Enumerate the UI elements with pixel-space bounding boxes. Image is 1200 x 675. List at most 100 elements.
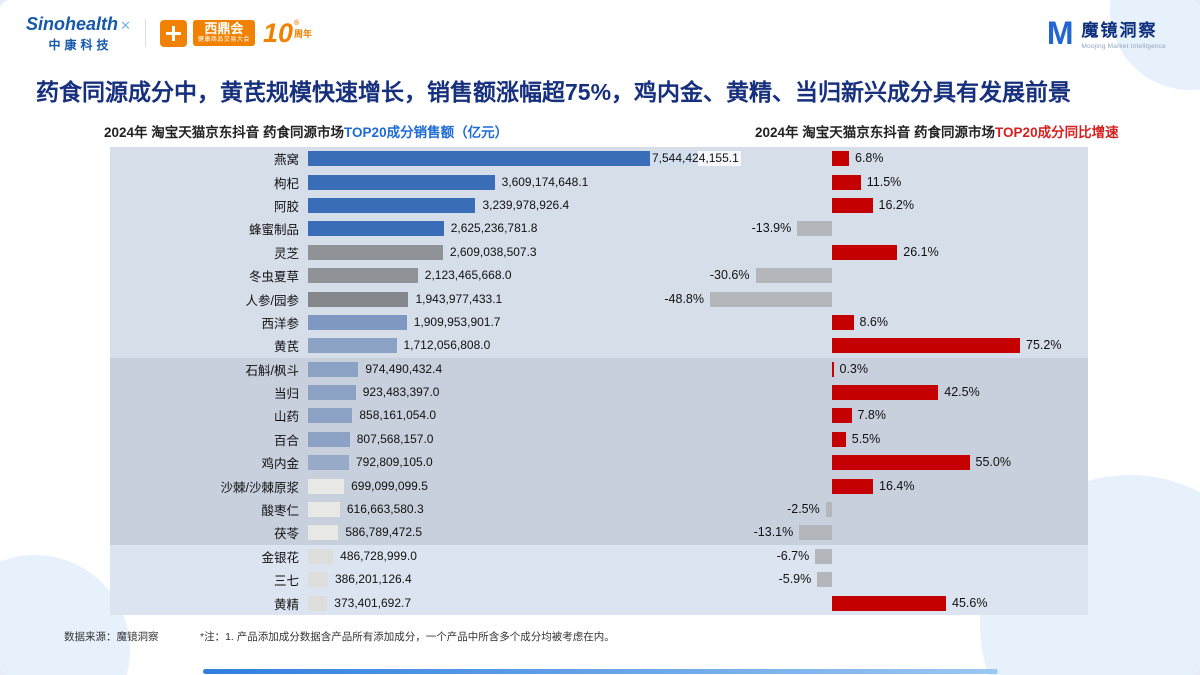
growth-bar: [815, 548, 832, 564]
sinohealth-wordmark: Sinohealth ✕: [26, 14, 131, 35]
moojing-m-icon: M: [1046, 15, 1074, 51]
growth-value: -13.9%: [751, 221, 792, 236]
growth-value: 75.2%: [1026, 338, 1062, 353]
bottom-accent-bar: [203, 669, 998, 674]
sales-bar-area: 386,201,126.4: [308, 568, 745, 591]
sales-bar-area: 3,239,978,926.4: [308, 194, 745, 217]
sinohealth-cn-label: 中康科技: [48, 37, 113, 52]
sales-value: 792,809,105.0: [355, 455, 433, 470]
growth-bar-area: -30.6%: [710, 264, 1088, 287]
sales-value: 3,239,978,926.4: [482, 197, 570, 212]
growth-value: 42.5%: [944, 385, 980, 400]
growth-bar-area: -13.9%: [745, 217, 1088, 240]
category-label: 酸枣仁: [261, 504, 299, 519]
sales-bar-area: 486,728,999.0: [308, 545, 745, 568]
growth-bar-area: -48.8%: [664, 287, 1088, 310]
growth-bar: [799, 525, 832, 541]
sales-bar-area: 923,483,397.0: [308, 381, 745, 404]
growth-bar: [825, 502, 832, 518]
growth-bar-area: -2.5%: [745, 498, 1088, 521]
chart-row: 枸杞 3,609,174,648.1 11.5%: [110, 170, 1088, 194]
sales-value: 7,544,424,155.1: [650, 151, 741, 167]
sales-bar: [308, 431, 350, 447]
chart-row: 石斛/枫斗 974,490,432.4 0.3%: [110, 357, 1088, 381]
registered-icon: ®: [293, 19, 300, 27]
right-chart-title-highlight: TOP20成分同比增速: [995, 125, 1119, 140]
sales-value: 858,161,054.0: [359, 408, 437, 423]
left-chart-title-plain: 2024年 淘宝天猫京东抖音 药食同源市场: [104, 125, 345, 140]
logo-divider: [144, 19, 146, 47]
sales-value: 2,625,236,781.8: [450, 221, 538, 236]
growth-bar-area: 55.0%: [745, 451, 1088, 474]
growth-bar: [817, 572, 832, 588]
category-label: 金银花: [261, 550, 299, 565]
growth-bar: [832, 385, 939, 401]
sales-value: 699,099,099.5: [351, 478, 428, 493]
category-label: 当归: [273, 387, 299, 402]
chart-row: 山药 858,161,054.0 7.8%: [110, 404, 1088, 428]
sales-bar-area: 616,663,580.3: [308, 498, 745, 521]
category-label: 西洋参: [261, 316, 299, 331]
category-label: 三七: [273, 574, 299, 589]
growth-value: 0.3%: [839, 361, 869, 376]
growth-bar: [832, 455, 970, 471]
xidinghui-logo: 西鼎会 健康商品交易大会 10 ® 周年: [159, 17, 312, 48]
sales-value: 1,943,977,433.1: [415, 291, 503, 306]
growth-bar-area: 6.8%: [745, 147, 1088, 170]
growth-value: 45.6%: [952, 595, 988, 610]
sales-bar: [308, 361, 359, 377]
sales-bar-area: 7,544,424,155.1: [308, 147, 745, 170]
chart-row: 当归 923,483,397.0 42.5%: [110, 380, 1088, 405]
growth-value: 16.4%: [879, 478, 915, 493]
sales-bar: [308, 174, 495, 190]
anniversary-number: 10: [262, 17, 293, 48]
sales-value: 616,663,580.3: [346, 502, 424, 517]
sales-value: 386,201,126.4: [334, 572, 412, 587]
growth-bar-area: -5.9%: [745, 568, 1088, 591]
category-label: 鸡内金: [261, 457, 299, 472]
chart-row: 三七 386,201,126.4 -5.9%: [110, 568, 1088, 592]
sales-bar-area: 1,909,953,901.7: [308, 311, 745, 334]
chart-row: 阿胶 3,239,978,926.4 16.2%: [110, 193, 1088, 218]
sales-bar-area: 2,123,465,668.0: [308, 264, 745, 287]
category-label: 燕窝: [273, 153, 299, 168]
xidinghui-name: 西鼎会: [204, 21, 244, 37]
right-chart-title: 2024年 淘宝天猫京东抖音 药食同源市场TOP20成分同比增速: [755, 121, 1119, 141]
growth-bar-area: 0.3%: [745, 358, 1088, 381]
xidinghui-chip: 西鼎会 健康商品交易大会: [192, 20, 255, 46]
chart-row: 冬虫夏草 2,123,465,668.0 -30.6%: [110, 263, 1088, 288]
chart-row: 灵芝 2,609,038,507.3 26.1%: [110, 240, 1088, 264]
growth-bar: [832, 478, 873, 494]
sales-value: 373,401,692.7: [334, 595, 412, 610]
chart-row: 茯苓 586,789,472.5 -13.1%: [110, 521, 1088, 545]
xidinghui-subtitle: 健康商品交易大会: [197, 37, 250, 44]
sales-value: 974,490,432.4: [365, 361, 443, 376]
chart-row: 鸡内金 792,809,105.0 55.0%: [110, 451, 1088, 475]
sales-bar: [308, 197, 476, 213]
sales-value: 1,712,056,808.0: [403, 338, 491, 353]
growth-value: -30.6%: [709, 268, 750, 283]
growth-value: 7.8%: [857, 408, 887, 423]
growth-value: 55.0%: [975, 455, 1011, 470]
growth-bar: [832, 431, 846, 447]
chart-row: 人参/园参 1,943,977,433.1 -48.8%: [110, 287, 1088, 311]
xidinghui-emblem-icon: [159, 19, 187, 47]
moojing-logo: M 魔镜洞察 Moojing Market Intelligence: [1047, 16, 1166, 50]
sales-value: 586,789,472.5: [345, 525, 423, 540]
category-label: 茯苓: [273, 527, 299, 542]
growth-bar: [797, 221, 832, 237]
chart-row: 黄芪 1,712,056,808.0 75.2%: [110, 334, 1088, 358]
growth-bar-area: 42.5%: [745, 381, 1088, 404]
growth-bar: [832, 151, 849, 167]
growth-bar: [832, 174, 861, 190]
page-title: 药食同源成分中，黄芪规模快速增长，销售额涨幅超75%，鸡内金、黄精、当归新兴成分…: [36, 79, 1072, 105]
sales-bar: [308, 478, 345, 494]
chart-row: 蜂蜜制品 2,625,236,781.8 -13.9%: [110, 217, 1088, 241]
sales-bar: [308, 408, 353, 424]
growth-bar-area: -6.7%: [745, 545, 1088, 568]
data-source: 数据来源：魔镜洞察: [64, 631, 159, 643]
growth-bar-area: 16.2%: [745, 194, 1088, 217]
sales-bar-area: 974,490,432.4: [308, 358, 745, 381]
growth-bar-area: 8.6%: [745, 311, 1088, 334]
